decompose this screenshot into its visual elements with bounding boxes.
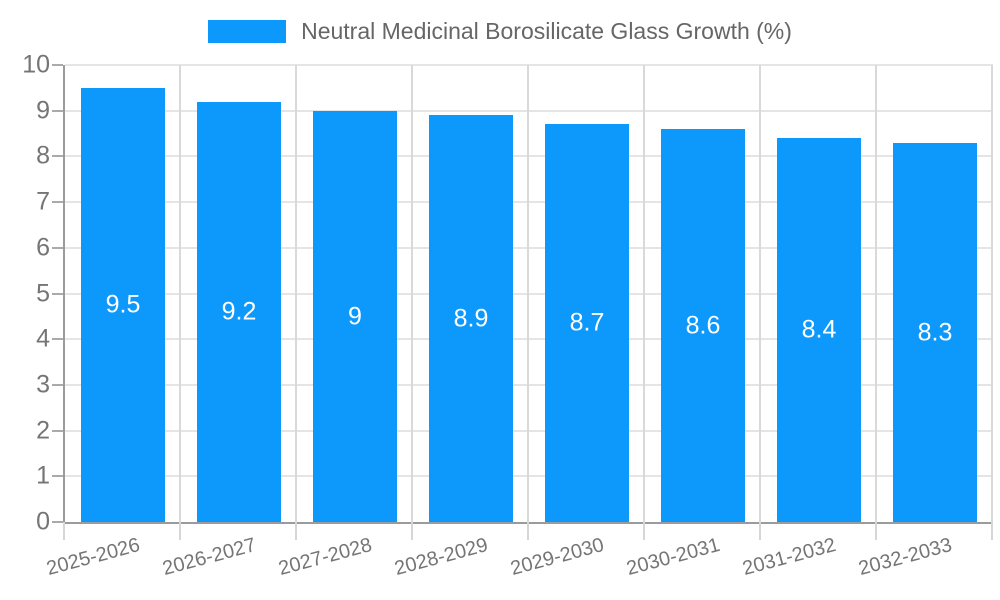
x-tick [759,522,761,540]
bar-value-label: 8.6 [685,311,721,339]
h-gridline [65,292,993,295]
y-tick [52,155,63,158]
y-tick-label: 0 [36,507,50,536]
x-tick [875,522,877,540]
x-tick [295,522,297,540]
bar[interactable]: 8.6 [661,129,745,522]
v-gridline [411,65,413,522]
x-category-label: 2028-2029 [392,534,491,581]
y-tick-label: 9 [36,96,50,125]
v-gridline [991,65,993,522]
legend-swatch-icon [208,20,287,43]
y-tick [52,109,63,112]
h-gridline [65,246,993,249]
h-gridline [65,64,993,66]
h-gridline [65,429,993,432]
x-category-label: 2027-2028 [276,534,375,581]
y-tick [52,338,63,341]
y-tick-label: 2 [36,416,50,445]
y-tick [52,201,63,204]
h-gridline [65,338,993,341]
bar-value-label: 8.9 [453,304,489,332]
x-tick [527,522,529,540]
bar-value-label: 8.7 [569,308,605,337]
v-gridline [295,65,297,522]
y-tick-label: 4 [36,324,50,353]
x-category-label: 2030-2031 [624,534,723,581]
y-tick [52,64,63,66]
v-gridline [527,65,529,522]
h-gridline [65,383,993,386]
bar[interactable]: 9.2 [197,102,281,522]
legend: Neutral Medicinal Borosilicate Glass Gro… [0,18,1000,45]
x-category-label: 2026-2027 [160,534,259,581]
bar[interactable]: 8.7 [545,124,629,522]
plot-area: 9.5 9.2 9 8.9 8.7 8.6 8.4 8.3 [52,64,993,540]
bar-value-label: 8.4 [801,315,837,344]
bar[interactable]: 9 [313,111,397,522]
x-tick [179,522,181,540]
bar[interactable]: 8.9 [429,115,513,522]
y-tick-label: 6 [36,233,50,262]
h-gridline [65,109,993,112]
bar[interactable]: 8.3 [893,143,977,522]
y-tick-label: 7 [36,187,50,216]
legend-item[interactable]: Neutral Medicinal Borosilicate Glass Gro… [208,18,792,45]
bar-value-label: 9 [348,302,362,330]
x-tick [411,522,413,540]
y-tick [52,292,63,295]
y-tick [52,246,63,249]
x-tick [63,522,65,540]
h-gridline [65,155,993,158]
bar[interactable]: 9.5 [81,88,165,522]
y-tick-label: 1 [36,461,50,490]
x-category-label: 2032-2033 [856,534,955,581]
y-axis: 0 1 2 3 4 5 6 7 8 9 10 [0,51,50,536]
x-tick [991,522,993,540]
v-gridline [875,65,877,522]
y-tick-label: 8 [36,141,50,170]
y-tick-label: 3 [36,370,50,399]
x-category-label: 2031-2032 [740,534,839,581]
legend-label: Neutral Medicinal Borosilicate Glass Gro… [301,18,792,44]
h-gridline [65,475,993,478]
bar[interactable]: 8.4 [777,138,861,522]
v-gridline [179,65,181,522]
y-tick-label: 5 [36,279,50,307]
x-category-label: 2025-2026 [44,534,143,581]
y-tick [52,475,63,478]
v-gridline [759,65,761,522]
h-gridline [65,201,993,204]
x-tick [643,522,645,540]
bar-value-label: 8.3 [917,318,953,346]
x-category-label: 2029-2030 [508,534,607,581]
bar-value-label: 9.2 [221,297,257,326]
v-gridline [643,65,645,522]
y-tick [52,383,63,386]
y-tick-label: 10 [22,50,50,79]
bar-value-label: 9.5 [105,290,141,319]
y-tick [52,521,63,523]
y-tick [52,429,63,432]
